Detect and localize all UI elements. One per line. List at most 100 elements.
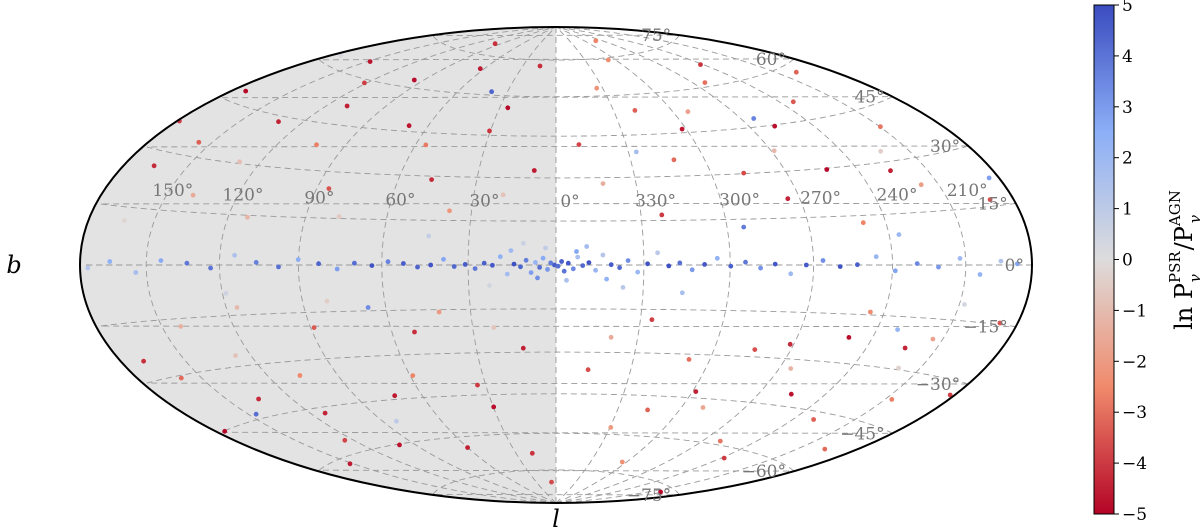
source-point — [223, 290, 229, 296]
source-point — [344, 103, 350, 109]
source-point — [671, 157, 677, 163]
source-point — [406, 123, 412, 129]
source-point — [822, 446, 828, 452]
source-point — [489, 89, 494, 95]
source-point — [497, 254, 503, 260]
sources-scatter — [85, 38, 1020, 495]
source-point — [625, 258, 631, 263]
source-point — [311, 325, 317, 330]
source-point — [253, 260, 259, 265]
source-point — [528, 270, 534, 275]
longitude-gridline — [555, 26, 894, 504]
source-point — [918, 182, 924, 188]
source-point — [930, 336, 936, 342]
source-point — [743, 259, 748, 265]
source-point — [957, 256, 963, 261]
source-point — [347, 461, 353, 467]
source-point — [436, 309, 442, 315]
source-point — [472, 266, 478, 271]
source-point — [537, 265, 542, 270]
source-point — [576, 142, 582, 148]
source-point — [549, 479, 554, 485]
longitude-gridline — [467, 26, 557, 504]
source-point — [505, 105, 511, 111]
latitude-tick-label: 45° — [854, 88, 884, 108]
source-point — [178, 375, 184, 381]
source-point — [986, 175, 992, 181]
source-point — [410, 373, 416, 378]
x-axis-label: l — [552, 505, 560, 532]
source-point — [895, 327, 900, 332]
source-point — [367, 59, 373, 64]
source-point — [334, 266, 340, 272]
latitude-tick-label: 75° — [641, 26, 671, 46]
source-point — [685, 109, 691, 115]
longitude-tick-label: 90° — [304, 189, 334, 209]
source-point — [686, 357, 692, 362]
source-point — [178, 324, 184, 329]
source-point — [666, 263, 672, 269]
source-point — [570, 266, 576, 272]
source-point — [520, 240, 526, 246]
longitude-tick-label: 150° — [152, 181, 193, 201]
source-point — [633, 149, 639, 155]
source-point — [520, 345, 526, 351]
source-point — [565, 260, 571, 266]
longitude-tick-label: 240° — [877, 185, 918, 205]
source-point — [477, 66, 483, 72]
source-point — [295, 257, 301, 262]
source-point — [772, 261, 778, 267]
source-point — [555, 263, 561, 269]
colorbar-tick-label: 3 — [1122, 98, 1133, 118]
source-point — [658, 489, 663, 495]
source-point — [508, 248, 514, 254]
source-point — [717, 438, 723, 444]
source-point — [585, 367, 591, 373]
latitude-gridline — [317, 432, 795, 472]
source-point — [451, 264, 457, 269]
source-point — [537, 63, 543, 69]
source-point — [574, 249, 579, 254]
colorbar-tick-label: −4 — [1122, 454, 1147, 474]
source-point — [758, 265, 763, 271]
source-point — [741, 224, 747, 230]
source-point — [533, 260, 538, 265]
source-point — [548, 260, 554, 266]
source-point — [878, 124, 883, 130]
latitude-gridline — [221, 96, 893, 137]
source-point — [600, 181, 606, 187]
source-point — [545, 267, 550, 272]
source-point — [276, 264, 281, 270]
source-point — [677, 260, 683, 266]
source-point — [889, 397, 895, 402]
longitude-tick-label: 210° — [947, 181, 988, 201]
source-point — [846, 335, 852, 340]
source-point — [543, 245, 548, 251]
source-point — [793, 69, 799, 75]
source-point — [276, 119, 281, 125]
source-point — [635, 269, 641, 275]
source-point — [714, 255, 720, 261]
longitude-tick-label: 60° — [385, 191, 415, 211]
source-point — [679, 126, 685, 132]
source-point — [888, 168, 893, 174]
source-point — [564, 277, 569, 283]
source-point — [728, 263, 734, 269]
longitude-gridline — [555, 26, 815, 504]
source-point — [693, 389, 699, 394]
source-point — [741, 170, 747, 176]
longitude-tick-label: 330° — [635, 192, 676, 212]
source-point — [608, 425, 614, 430]
source-point — [771, 148, 777, 154]
source-point — [342, 437, 348, 443]
source-point — [721, 455, 727, 461]
source-point — [803, 262, 809, 268]
source-point — [196, 139, 202, 145]
source-point — [987, 197, 993, 203]
source-point — [698, 62, 703, 67]
source-point — [751, 116, 757, 121]
source-point — [462, 262, 468, 267]
source-point — [314, 142, 319, 148]
colorbar-tick-label: −2 — [1122, 352, 1147, 372]
